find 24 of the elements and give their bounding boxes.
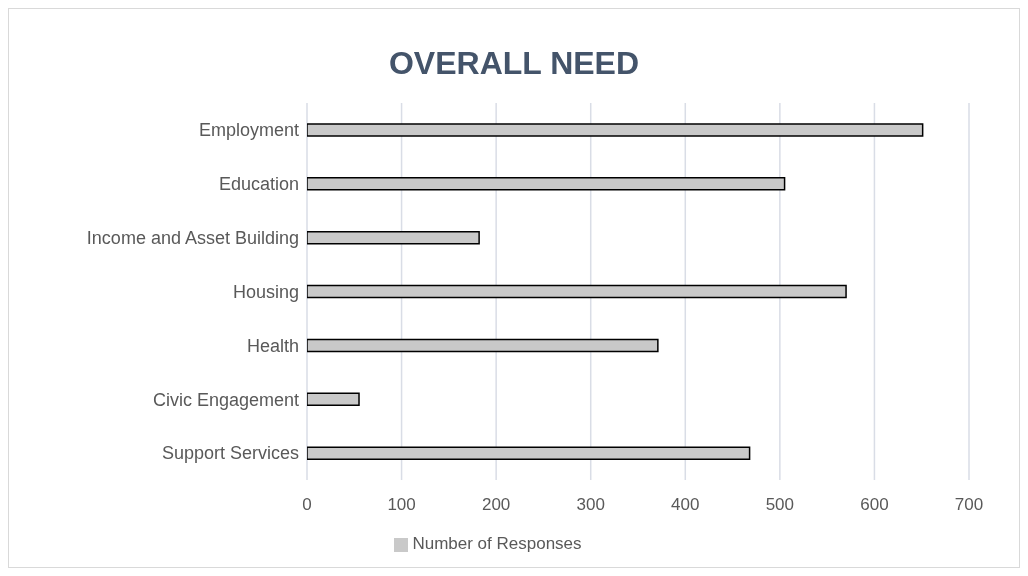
bar — [307, 392, 360, 407]
x-tick-label: 400 — [671, 495, 700, 515]
y-tick-label: Employment — [198, 120, 299, 141]
y-tick-label: Health — [246, 335, 299, 356]
x-tick-label: 200 — [481, 495, 511, 515]
x-tick-label: 700 — [954, 495, 984, 515]
x-tick-label: 600 — [860, 495, 889, 515]
bar — [307, 284, 847, 299]
y-tick-label: Support Services — [161, 443, 299, 464]
bar — [307, 446, 751, 460]
x-tick-label: 100 — [387, 495, 416, 515]
legend-label: Number of Responses — [412, 534, 582, 553]
bar — [307, 230, 480, 245]
x-tick-label: 0 — [302, 495, 312, 515]
y-tick-label: Education — [218, 174, 299, 195]
x-tick-label: 500 — [765, 495, 795, 515]
bar — [307, 123, 924, 137]
y-tick-label: Income and Asset Building — [86, 228, 299, 249]
chart-title: OVERALL NEED — [387, 45, 641, 83]
bar — [307, 177, 786, 191]
y-tick-label: Housing — [232, 281, 299, 302]
bar — [307, 338, 659, 353]
x-tick-label: 300 — [576, 495, 605, 515]
y-tick-label: Civic Engagement — [152, 389, 299, 410]
